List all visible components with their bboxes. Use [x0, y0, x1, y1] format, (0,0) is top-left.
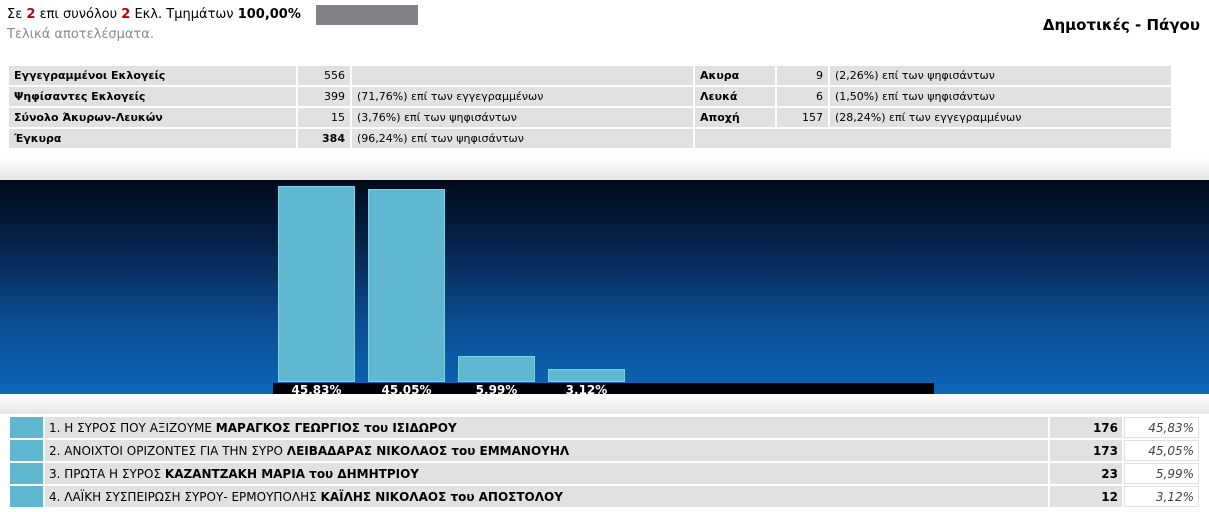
- summary-table: Εγγεγραμμένοι Εκλογείς 556 Ακυρα 9 (2,26…: [7, 64, 1173, 150]
- leader-name: ΛΕΙΒΑΔΑΡΑΣ ΝΙΚΟΛΑΟΣ του ΕΜΜΑΝΟΥΗΛ: [286, 443, 570, 458]
- summary-label: Εγγεγραμμένοι Εκλογείς: [9, 66, 296, 85]
- results-chart: [0, 180, 1209, 394]
- leader-name: ΚΑΪΛΗΣ ΝΙΚΟΛΑΟΣ του ΑΠΟΣΤΟΛΟΥ: [320, 489, 563, 504]
- results-status: Τελικά αποτελέσματα.: [7, 27, 154, 42]
- progress-prefix: Σε: [7, 7, 23, 22]
- progress-suffix: Εκλ. Τμημάτων: [134, 7, 234, 22]
- party-votes: 12: [1050, 486, 1122, 507]
- party-percent: 45,05%: [1124, 440, 1199, 461]
- table-row: 1. Η ΣΥΡΟΣ ΠΟΥ ΑΞΙΖΟΥΜΕ ΜΑΡΑΓΚΟΣ ΓΕΩΡΓΙΟ…: [10, 417, 1199, 438]
- election-title: Δημοτικές - Πάγου: [1042, 16, 1200, 34]
- party-name: 1. Η ΣΥΡΟΣ ΠΟΥ ΑΞΙΖΟΥΜΕ ΜΑΡΑΓΚΟΣ ΓΕΩΡΓΙΟ…: [45, 417, 1048, 438]
- summary-label: Ακυρα: [695, 66, 775, 85]
- party-name: 3. ΠΡΩΤΑ Η ΣΥΡΟΣ ΚΑΖΑΝΤΖΑΚΗ ΜΑΡΙΑ του ΔΗ…: [45, 463, 1048, 484]
- summary-value: 157: [777, 108, 828, 127]
- summary-row: Σύνολο Άκυρων-Λευκών 15 (3,76%) επί των …: [9, 108, 1171, 127]
- chart-bar-label: 45,83%: [291, 383, 342, 397]
- progress-line: Σε 2 επι συνόλου 2 Εκλ. Τμημάτων 100,00%: [7, 7, 301, 22]
- party-percent: 5,99%: [1124, 463, 1199, 484]
- summary-row: Εγγεγραμμένοι Εκλογείς 556 Ακυρα 9 (2,26…: [9, 66, 1171, 85]
- party-color-swatch: [10, 463, 43, 484]
- summary-label: Σύνολο Άκυρων-Λευκών: [9, 108, 296, 127]
- summary-note: (96,24%) επί των ψηφισάντων: [352, 129, 693, 148]
- summary-row: Ψηφίσαντες Εκλογείς 399 (71,76%) επί των…: [9, 87, 1171, 106]
- summary-label: Ψηφίσαντες Εκλογείς: [9, 87, 296, 106]
- summary-note: (2,26%) επί των ψηφισάντων: [830, 66, 1171, 85]
- party-color-swatch: [10, 440, 43, 461]
- chart-bar: [458, 356, 535, 382]
- party-votes: 23: [1050, 463, 1122, 484]
- chart-bar: [278, 186, 355, 382]
- summary-label: Αποχή: [695, 108, 775, 127]
- summary-label: Έγκυρα: [9, 129, 296, 148]
- summary-note: (3,76%) επί των ψηφισάντων: [352, 108, 693, 127]
- party-votes: 176: [1050, 417, 1122, 438]
- party-percent: 3,12%: [1124, 486, 1199, 507]
- summary-note: [352, 66, 693, 85]
- summary-row: Έγκυρα 384 (96,24%) επί των ψηφισάντων: [9, 129, 1171, 148]
- table-row: 3. ΠΡΩΤΑ Η ΣΥΡΟΣ ΚΑΖΑΝΤΖΑΚΗ ΜΑΡΙΑ του ΔΗ…: [10, 463, 1199, 484]
- summary-note: (1,50%) επί των ψηφισάντων: [830, 87, 1171, 106]
- leader-name: ΜΑΡΑΓΚΟΣ ΓΕΩΡΓΙΟΣ του ΙΣΙΔΩΡΟΥ: [215, 420, 457, 435]
- results-table: 1. Η ΣΥΡΟΣ ΠΟΥ ΑΞΙΖΟΥΜΕ ΜΑΡΑΓΚΟΣ ΓΕΩΡΓΙΟ…: [8, 415, 1201, 509]
- chart-bar-label: 3,12%: [565, 383, 608, 397]
- summary-empty-cell: [695, 129, 1171, 148]
- summary-value: 399: [298, 87, 350, 106]
- chart-bar: [548, 369, 625, 382]
- leader-name: ΚΑΖΑΝΤΖΑΚΗ ΜΑΡΙΑ του ΔΗΜΗΤΡΙΟΥ: [164, 466, 419, 481]
- party-color-swatch: [10, 417, 43, 438]
- summary-value: 6: [777, 87, 828, 106]
- summary-value: 9: [777, 66, 828, 85]
- summary-note: (71,76%) επί των εγγεγραμμένων: [352, 87, 693, 106]
- separator: [0, 158, 1209, 180]
- table-row: 4. ΛΑΪΚΗ ΣΥΣΠΕΙΡΩΣΗ ΣΥΡΟΥ- ΕΡΜΟΥΠΟΛΗΣ ΚΑ…: [10, 486, 1199, 507]
- party-name: 4. ΛΑΪΚΗ ΣΥΣΠΕΙΡΩΣΗ ΣΥΡΟΥ- ΕΡΜΟΥΠΟΛΗΣ ΚΑ…: [45, 486, 1048, 507]
- summary-value: 556: [298, 66, 350, 85]
- chart-bar-label: 45,05%: [381, 383, 432, 397]
- party-percent: 45,83%: [1124, 417, 1199, 438]
- summary-value: 384: [298, 129, 350, 148]
- chart-bar: [368, 189, 445, 382]
- table-row: 2. ΑΝΟΙΧΤΟΙ ΟΡΙΖΟΝΤΕΣ ΓΙΑ ΤΗΝ ΣΥΡΟ ΛΕΙΒΑ…: [10, 440, 1199, 461]
- summary-note: (28,24%) επί των εγγεγραμμένων: [830, 108, 1171, 127]
- progress-bar: [316, 5, 418, 25]
- party-color-swatch: [10, 486, 43, 507]
- chart-bar-label: 5,99%: [475, 383, 518, 397]
- counted-stations: 2: [26, 7, 36, 22]
- party-votes: 173: [1050, 440, 1122, 461]
- progress-percent: 100,00%: [237, 7, 301, 22]
- summary-value: 15: [298, 108, 350, 127]
- separator: [0, 394, 1209, 414]
- total-stations: 2: [121, 7, 131, 22]
- party-name: 2. ΑΝΟΙΧΤΟΙ ΟΡΙΖΟΝΤΕΣ ΓΙΑ ΤΗΝ ΣΥΡΟ ΛΕΙΒΑ…: [45, 440, 1048, 461]
- progress-middle: επι συνόλου: [39, 7, 118, 22]
- summary-label: Λευκά: [695, 87, 775, 106]
